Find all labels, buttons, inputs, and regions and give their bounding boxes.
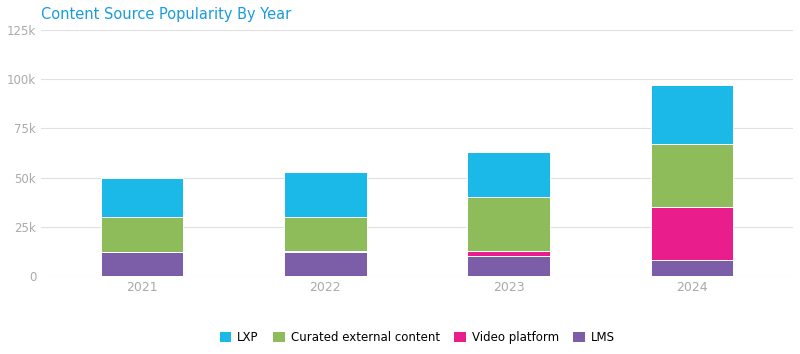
Bar — [101, 252, 183, 276]
Bar — [467, 251, 550, 256]
Text: Content Source Popularity By Year: Content Source Popularity By Year — [41, 7, 291, 22]
Bar — [651, 207, 734, 261]
Bar — [284, 252, 366, 276]
Bar — [101, 217, 183, 252]
Bar — [651, 85, 734, 144]
Legend: LXP, Curated external content, Video platform, LMS: LXP, Curated external content, Video pla… — [214, 326, 619, 349]
Bar — [467, 152, 550, 198]
Bar — [467, 256, 550, 276]
Bar — [284, 217, 366, 251]
Bar — [467, 198, 550, 251]
Bar — [284, 172, 366, 217]
Bar — [284, 251, 366, 252]
Bar — [651, 261, 734, 276]
Bar — [651, 144, 734, 207]
Bar — [101, 178, 183, 217]
